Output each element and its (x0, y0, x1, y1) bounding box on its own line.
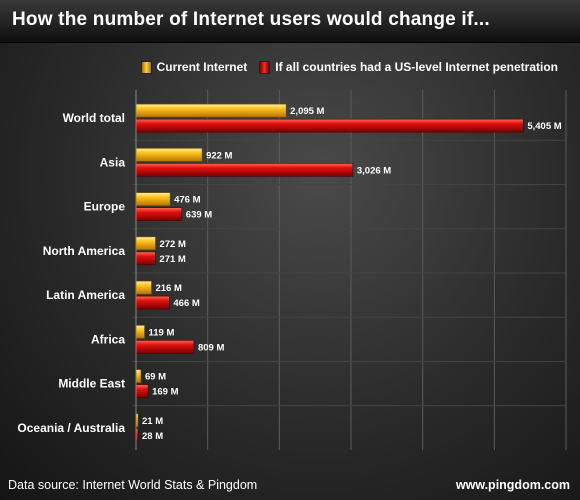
data-label: 69 M (145, 372, 166, 383)
data-label: 922 M (206, 150, 232, 161)
data-label: 3,026 M (357, 165, 391, 176)
data-label: 466 M (173, 298, 199, 309)
data-label: 216 M (155, 283, 181, 294)
legend: Current Internet If all countries had a … (129, 60, 558, 74)
category-label: Latin America (46, 288, 125, 302)
bar-current (135, 103, 287, 118)
bar-us-level (135, 384, 149, 398)
data-source-note: Data source: Internet World Stats & Ping… (8, 478, 258, 492)
bar-us-level (135, 251, 156, 266)
data-label: 476 M (174, 195, 200, 206)
legend-item-current: Current Internet (140, 60, 248, 74)
title-bar: How the number of Internet users would c… (0, 0, 580, 43)
data-label: 5,405 M (527, 121, 561, 132)
data-label: 809 M (198, 342, 224, 353)
bar-us-level (135, 295, 170, 310)
category-label: Middle East (58, 377, 125, 391)
category-label: Asia (100, 155, 126, 169)
legend-item-us-level: If all countries had a US-level Internet… (259, 60, 558, 74)
chart-title: How the number of Internet users would c… (12, 9, 490, 30)
category-label: Africa (91, 332, 125, 346)
data-label: 271 M (159, 254, 185, 265)
legend-swatch-us-level (259, 60, 271, 74)
data-label: 21 M (142, 416, 163, 427)
bar-current (135, 192, 171, 206)
gridlines (135, 90, 567, 450)
bar-current (135, 325, 145, 339)
category-label: North America (43, 244, 126, 258)
bar-current (135, 148, 203, 162)
category-label: Oceania / Australia (17, 421, 125, 435)
site-credit: www.pingdom.com (455, 478, 570, 492)
legend-swatch-current (140, 60, 152, 74)
category-label: Europe (84, 200, 126, 214)
bar-current (135, 280, 152, 295)
data-label: 169 M (152, 387, 178, 398)
data-label: 272 M (159, 239, 185, 250)
legend-label-us-level: If all countries had a US-level Internet… (275, 60, 558, 74)
bar-us-level (135, 207, 183, 221)
legend-label-current: Current Internet (156, 60, 248, 74)
category-label: World total (63, 111, 125, 125)
data-label: 28 M (142, 431, 163, 442)
bar-current (135, 236, 156, 251)
data-label: 119 M (149, 327, 175, 338)
data-label: 2,095 M (290, 106, 324, 117)
data-label: 639 M (186, 210, 212, 221)
bar-us-level (135, 118, 524, 133)
bar-current (135, 369, 142, 383)
bar-us-level (135, 340, 195, 354)
row-separators (132, 139, 566, 407)
bar-us-level (135, 163, 354, 177)
